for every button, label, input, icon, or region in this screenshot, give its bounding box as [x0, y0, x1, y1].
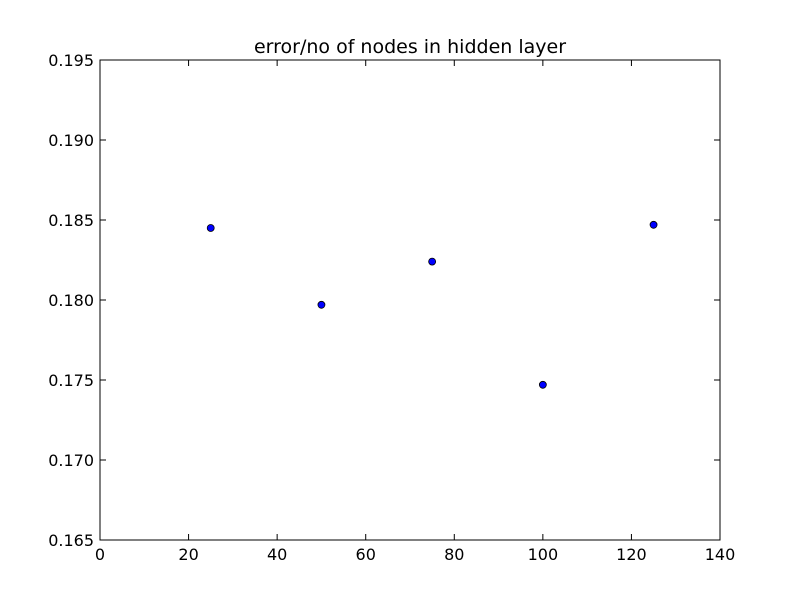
y-tick-label: 0.185 — [48, 211, 94, 230]
x-tick-label: 120 — [616, 545, 647, 564]
y-tick-label: 0.165 — [48, 531, 94, 550]
axis-ticks — [99, 59, 721, 541]
y-tick-label: 0.190 — [48, 131, 94, 150]
data-point — [206, 224, 215, 232]
data-point — [649, 220, 658, 229]
y-tick-label: 0.170 — [48, 451, 94, 470]
y-tick-label: 0.175 — [48, 371, 94, 390]
x-tick-label: 40 — [267, 545, 287, 564]
x-tick-label: 80 — [444, 545, 464, 564]
y-tick-label: 0.180 — [48, 291, 94, 310]
tick-labels: 0 20 40 60 80 100 120 140 0.165 0.170 0.175 0.180 0.… — [48, 51, 735, 564]
x-tick-label: 140 — [705, 545, 736, 564]
data-point — [317, 300, 326, 309]
x-tick-label: 60 — [356, 545, 376, 564]
x-tick-label: 20 — [178, 545, 198, 564]
x-tick-label: 100 — [528, 545, 559, 564]
data-points — [206, 220, 658, 389]
chart-title: error/no of nodes in hidden layer — [254, 36, 566, 58]
plot-area-frame — [99, 59, 721, 541]
x-tick-label: 0 — [95, 545, 105, 564]
y-tick-label: 0.195 — [48, 51, 94, 70]
data-point — [428, 257, 437, 266]
data-point — [538, 380, 547, 389]
